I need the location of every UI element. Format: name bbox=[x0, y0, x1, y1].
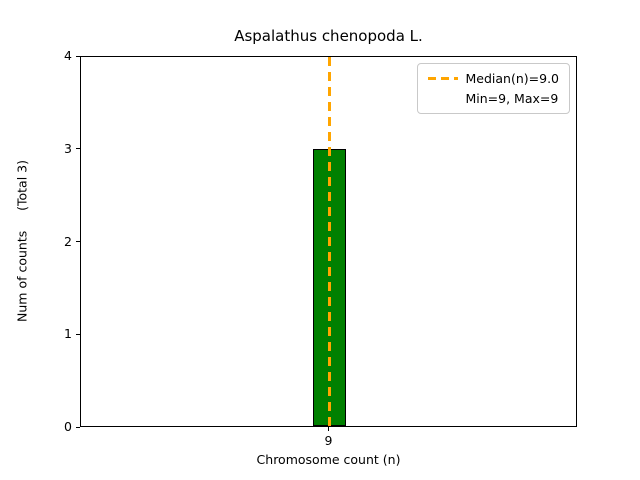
y-tick-mark bbox=[76, 241, 80, 242]
x-tick-label: 9 bbox=[324, 433, 333, 448]
y-tick-mark bbox=[76, 148, 80, 150]
plot-area: Median(n)=9.0 Min=9, Max=9 bbox=[80, 56, 577, 427]
legend: Median(n)=9.0 Min=9, Max=9 bbox=[416, 63, 570, 114]
legend-label-median: Median(n)=9.0 bbox=[465, 71, 560, 86]
legend-empty-swatch bbox=[428, 97, 458, 100]
median-dashed-line-swatch bbox=[427, 77, 458, 80]
chart-title: Aspalathus chenopoda L. bbox=[234, 27, 423, 45]
legend-entry-median: Median(n)=9.0 bbox=[427, 71, 560, 86]
legend-entry-minmax: Min=9, Max=9 bbox=[428, 91, 560, 106]
y-tick-label: 2 bbox=[64, 233, 72, 249]
x-axis-label: Chromosome count (n) bbox=[256, 452, 401, 467]
median-line bbox=[328, 57, 331, 426]
y-axis-label: Num of counts (Total 3) bbox=[14, 160, 30, 322]
y-tick-mark bbox=[76, 55, 80, 57]
y-tick-label: 0 bbox=[64, 419, 72, 434]
x-tick-mark bbox=[328, 427, 329, 431]
y-tick-mark bbox=[76, 333, 80, 335]
y-tick-label: 4 bbox=[64, 48, 72, 63]
legend-label-minmax: Min=9, Max=9 bbox=[465, 91, 559, 106]
y-tick-mark bbox=[76, 426, 80, 428]
y-tick-label: 3 bbox=[64, 140, 72, 156]
y-tick-label: 1 bbox=[64, 326, 72, 342]
